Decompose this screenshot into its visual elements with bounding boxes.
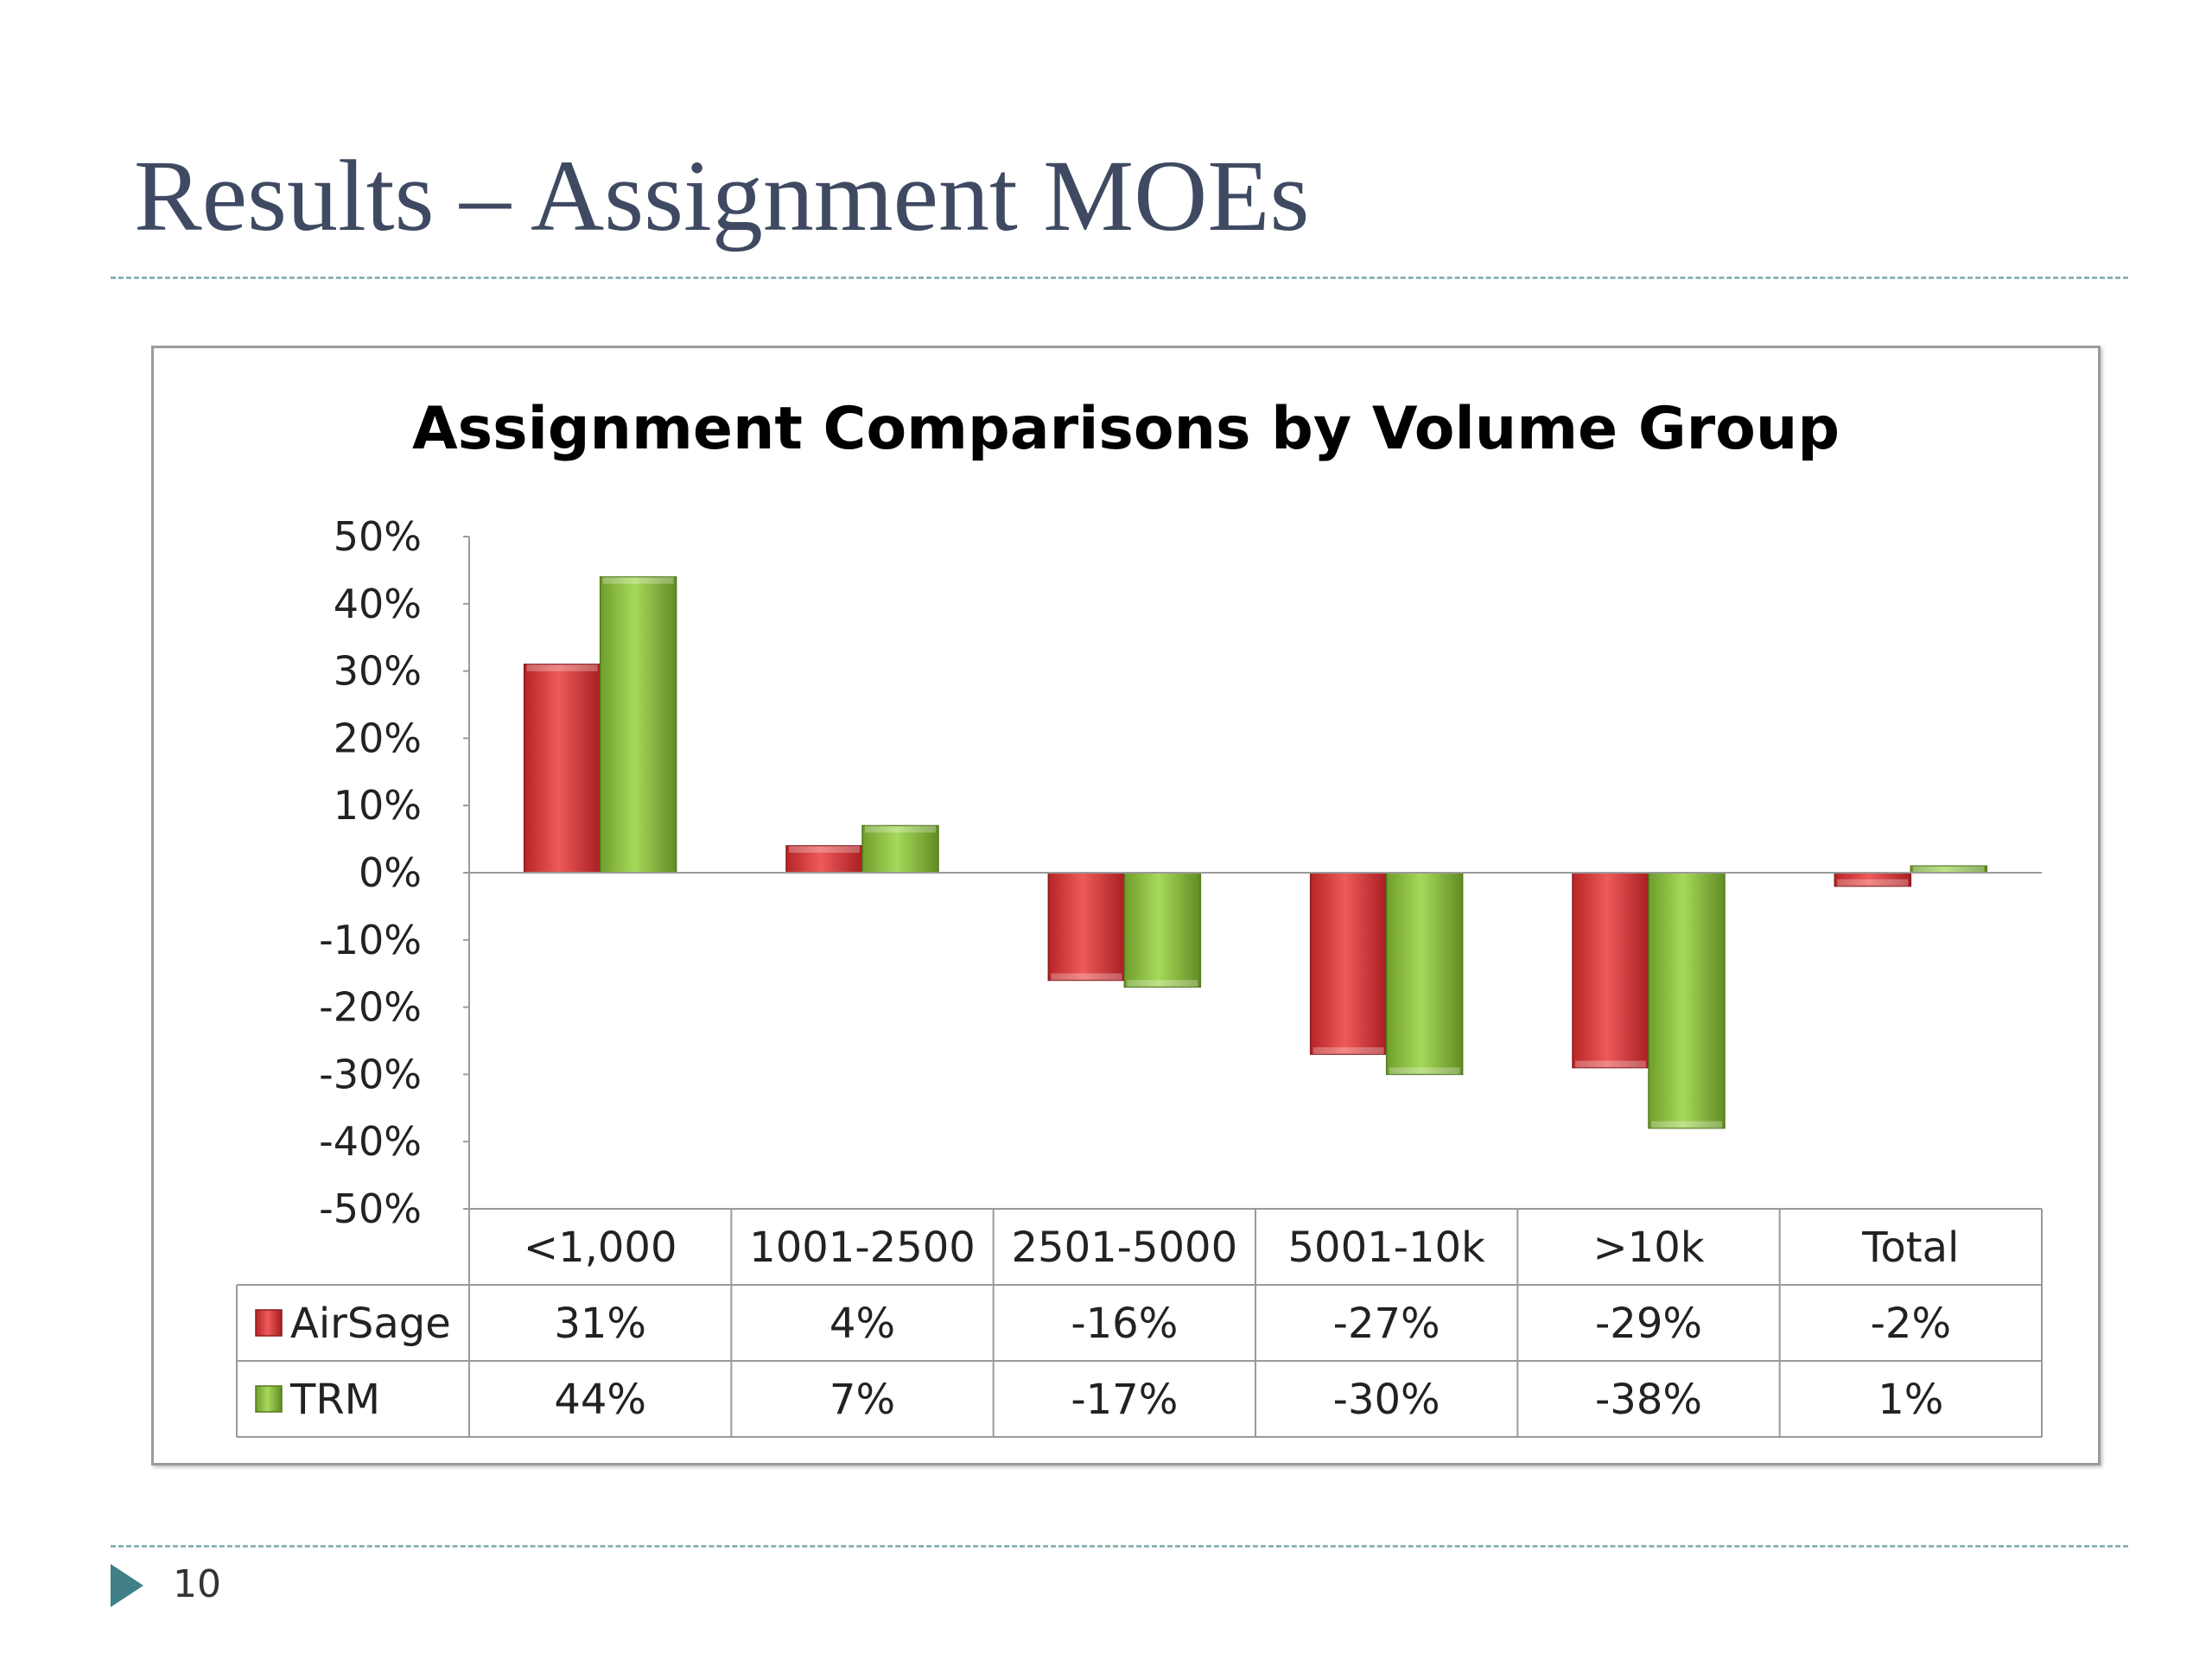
y-tick-label: 50% xyxy=(334,513,422,560)
bar-highlight xyxy=(1913,866,1985,874)
data-table: <1,000 1001-2500 2501-5000 5001-10k >10k Tota… xyxy=(236,1208,2043,1438)
y-axis-ticks: 50% 40% 30% 20% 10% 0% -10% -20% -30% -40% -50% xyxy=(319,513,469,1232)
bar-highlight xyxy=(1389,1067,1460,1075)
chart-plot: 50% 40% 30% 20% 10% 0% -10% -20% -30% -40% -50% <1… xyxy=(236,513,2043,1438)
bar-highlight xyxy=(526,664,598,671)
play-triangle-icon xyxy=(111,1564,143,1607)
y-tick-label: 20% xyxy=(334,715,422,761)
table-value: 4% xyxy=(830,1300,895,1348)
bar-trm-0 xyxy=(599,575,677,874)
bar-highlight xyxy=(1313,1047,1384,1055)
table-value: -29% xyxy=(1595,1300,1702,1348)
bar-airsage-0 xyxy=(523,664,601,874)
legend-key-airsage xyxy=(255,1309,283,1337)
y-tick-label: 40% xyxy=(334,581,422,627)
category-label: 2501-5000 xyxy=(1012,1224,1238,1272)
y-tick-label: -30% xyxy=(319,1051,422,1097)
bar-highlight xyxy=(1837,879,1909,887)
legend-label: TRM xyxy=(289,1376,380,1424)
bars xyxy=(523,575,1988,1129)
bar-highlight xyxy=(1651,1121,1722,1128)
table-value: -2% xyxy=(1871,1300,1951,1348)
footer-divider xyxy=(111,1545,2128,1548)
title-divider xyxy=(111,276,2128,279)
y-tick-label: 30% xyxy=(334,648,422,695)
bar-airsage-4 xyxy=(1572,872,1649,1069)
y-tick-label: 0% xyxy=(359,849,422,896)
bar-airsage-3 xyxy=(1309,872,1388,1055)
y-tick-label: -40% xyxy=(319,1118,422,1165)
chart-title: Assignment Comparisons by Volume Group xyxy=(412,395,1840,463)
bar-highlight xyxy=(865,825,936,833)
bar-highlight xyxy=(1051,973,1122,981)
table-value: -27% xyxy=(1333,1300,1440,1348)
bar-trm-4 xyxy=(1648,872,1726,1129)
y-tick-label: -20% xyxy=(319,984,422,1031)
table-value: -38% xyxy=(1595,1376,1702,1424)
bar-trm-2 xyxy=(1123,872,1202,988)
bar-highlight xyxy=(1127,980,1198,988)
bar-highlight xyxy=(602,576,674,584)
bar-trm-3 xyxy=(1385,872,1464,1076)
bar-highlight xyxy=(1575,1060,1646,1068)
category-label: >10k xyxy=(1592,1224,1704,1272)
y-tick-label: -10% xyxy=(319,917,422,963)
category-label: 5001-10k xyxy=(1287,1224,1485,1272)
category-label: <1,000 xyxy=(524,1224,677,1272)
legend-key-trm xyxy=(255,1385,283,1413)
axes xyxy=(468,537,2042,1209)
y-tick-label: -50% xyxy=(319,1185,422,1232)
table-value: 7% xyxy=(830,1376,895,1424)
table-value: -16% xyxy=(1071,1300,1178,1348)
slide-number: 10 xyxy=(173,1562,221,1606)
table-value: 31% xyxy=(554,1300,646,1348)
bar-highlight xyxy=(789,845,860,853)
table-value: 44% xyxy=(554,1376,646,1424)
table-value: -30% xyxy=(1333,1376,1440,1424)
bar-airsage-2 xyxy=(1047,872,1126,982)
y-tick-label: 10% xyxy=(334,782,422,829)
bar-trm-1 xyxy=(861,824,939,874)
slide-title: Results – Assignment MOEs xyxy=(134,139,1310,252)
table-value: 1% xyxy=(1878,1376,1943,1424)
category-label: 1001-2500 xyxy=(749,1224,976,1272)
chart-frame: Assignment Comparisons by Volume Group 5… xyxy=(151,346,2101,1465)
table-value: -17% xyxy=(1071,1376,1178,1424)
category-label: Total xyxy=(1861,1224,1959,1272)
legend-label: AirSage xyxy=(290,1300,451,1348)
